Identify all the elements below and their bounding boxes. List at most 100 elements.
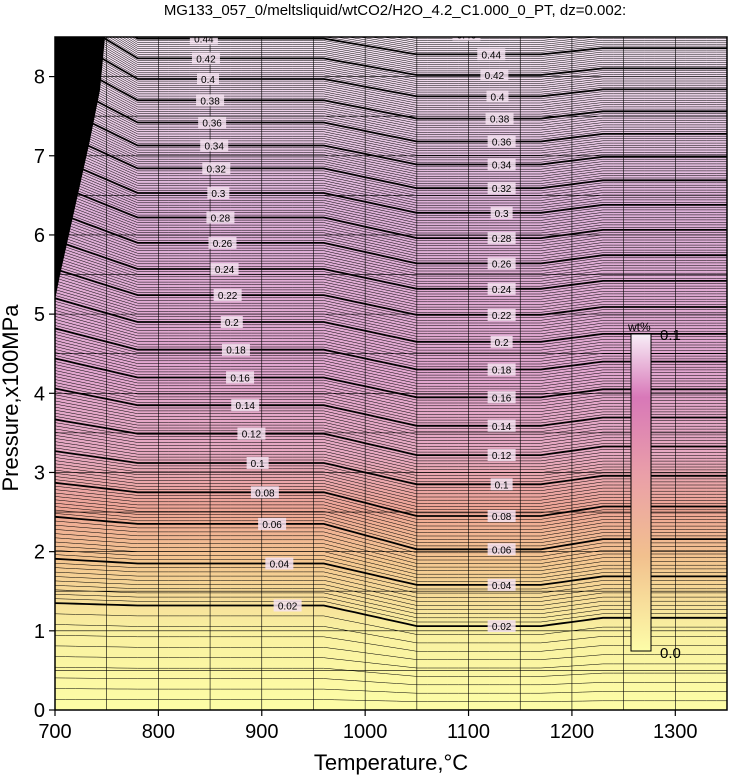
minor-contour-line: [55, 379, 727, 418]
minor-contour-line: [55, 0, 727, 1]
minor-contour-line: [55, 0, 727, 1]
y-tick-label: 2: [34, 542, 45, 564]
minor-contour-line: [55, 138, 727, 196]
minor-contour-line: [55, 580, 727, 606]
minor-contour-line: [55, 125, 727, 184]
minor-contour-line: [55, 225, 727, 277]
contour-label: 0.06: [487, 543, 516, 556]
minor-contour-line: [55, 151, 727, 209]
minor-contour-line: [55, 340, 727, 381]
contour-label-background: [196, 94, 225, 107]
y-axis-title: Pressure,x100MPa: [0, 304, 23, 492]
contour-label: 0.44: [477, 48, 506, 61]
y-tick-label: 6: [34, 225, 45, 247]
contour-label: 0.38: [196, 94, 225, 107]
minor-contour-line: [324, 37, 727, 53]
x-axis-title: Temperature,°C: [314, 750, 468, 775]
contour-label-text: 0.28: [211, 214, 231, 225]
contour-label-background: [250, 486, 279, 499]
contour-label-text: 0.34: [492, 160, 512, 171]
contour-label-text: 0.32: [207, 164, 227, 175]
minor-contour-line: [55, 313, 727, 356]
y-tick-label: 5: [34, 304, 45, 326]
minor-contour-line: [55, 463, 727, 498]
contour-label-background: [207, 186, 230, 199]
minor-contour-line: [55, 367, 727, 407]
minor-contour-line: [55, 416, 727, 453]
minor-contour-line: [55, 403, 727, 441]
contour-line: [100, 37, 727, 76]
contour-line: [62, 37, 727, 98]
minor-contour-line: [55, 280, 727, 326]
minor-contour-line: [55, 231, 727, 282]
minor-contour-line: [55, 45, 727, 110]
minor-contour-line: [55, 84, 727, 147]
contour-label-text: 0.22: [218, 291, 238, 302]
contour-label-text: 0.14: [492, 422, 512, 433]
contour-label-background: [487, 620, 516, 633]
contour-line: [55, 54, 727, 120]
minor-contour-line: [55, 47, 727, 113]
minor-contour-line: [55, 200, 727, 254]
minor-contour-line: [55, 237, 727, 287]
minor-contour-line: [55, 509, 727, 543]
contour-label-background: [208, 236, 237, 249]
contour-label-background: [191, 52, 220, 65]
contour-line: [55, 183, 727, 239]
contour-label: 0.04: [487, 578, 516, 592]
contour-label-background: [487, 543, 516, 556]
minor-contour-line: [55, 203, 727, 257]
contour-label-text: 0.32: [492, 184, 512, 195]
contour-label: 0.42: [480, 69, 509, 82]
contour-label-text: 0.3: [211, 189, 225, 200]
contour-label-text: 0.42: [485, 71, 505, 82]
minor-contour-line: [55, 406, 727, 444]
minor-contour-line: [98, 37, 727, 78]
minor-contour-line: [55, 74, 727, 138]
contour-label-text: 0.36: [202, 119, 222, 130]
contour-label-background: [490, 335, 513, 348]
minor-contour-line: [71, 37, 727, 93]
contour-label: 0.02: [273, 599, 302, 612]
minor-contour-line: [55, 550, 727, 579]
minor-contour-line: [68, 37, 727, 95]
minor-contour-line: [55, 457, 727, 491]
minor-contour-line: [55, 499, 727, 533]
contour-label: 0.04: [265, 557, 294, 571]
minor-contour-line: [55, 43, 727, 108]
minor-contour-line: [55, 117, 727, 177]
contour-label: 0.16: [487, 391, 516, 404]
contour-line: [55, 297, 727, 343]
minor-contour-line: [55, 537, 727, 568]
contour-label: 0.4: [197, 72, 220, 86]
contour-label: 0.4: [486, 90, 509, 103]
contour-label-text: 0.08: [255, 488, 275, 499]
contour-line: [55, 0, 727, 1]
contour-label-text: 0.02: [278, 601, 298, 612]
minor-contour-line: [55, 473, 727, 507]
contour-label: 0.46: [452, 37, 481, 42]
contour-label: 0.42: [191, 52, 220, 65]
minor-contour-line: [55, 489, 727, 523]
contour-line: [55, 211, 727, 265]
minor-contour-line: [55, 0, 727, 1]
minor-contour-line: [55, 391, 727, 429]
minor-contour-line: [55, 167, 727, 224]
minor-contour-line: [55, 274, 727, 321]
colorbar: wt% 0.1 0.0: [627, 320, 681, 662]
contour-label: 0.3: [207, 186, 230, 200]
unstable-region: [55, 37, 105, 300]
minor-contour-line: [55, 120, 727, 179]
contour-label-text: 0.1: [251, 459, 265, 470]
minor-contour-line: [55, 400, 727, 438]
minor-contour-line: [55, 214, 727, 267]
minor-contour-line: [55, 197, 727, 252]
minor-contour-line: [55, 460, 727, 495]
contour-label-background: [206, 211, 235, 224]
contour-label-text: 0.16: [230, 373, 250, 384]
minor-contour-line: [55, 0, 727, 1]
plot-background: [55, 37, 727, 710]
y-tick-label: 1: [34, 621, 45, 643]
contour-line: [55, 268, 727, 316]
contour-label: 0.14: [487, 419, 516, 433]
